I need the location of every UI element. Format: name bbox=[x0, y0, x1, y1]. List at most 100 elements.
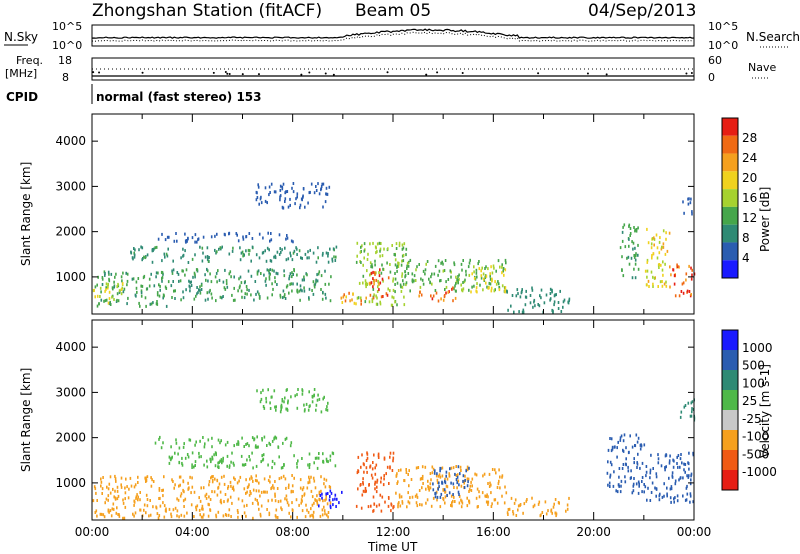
heatmap-cell bbox=[263, 477, 266, 481]
heatmap-cell bbox=[245, 235, 247, 239]
heatmap-cell bbox=[497, 482, 500, 486]
heatmap-cell bbox=[482, 474, 484, 478]
heatmap-cell bbox=[127, 296, 129, 300]
heatmap-cell bbox=[495, 282, 498, 286]
heatmap-cell bbox=[237, 239, 240, 243]
heatmap-cell bbox=[426, 260, 429, 263]
heatmap-cell bbox=[148, 277, 151, 281]
heatmap-cell bbox=[371, 467, 374, 471]
heatmap-cell bbox=[308, 480, 311, 484]
heatmap-cell bbox=[202, 515, 204, 519]
heatmap-cell bbox=[116, 497, 119, 501]
heatmap-cell bbox=[312, 292, 315, 296]
heatmap-cell bbox=[629, 227, 632, 230]
heatmap-cell bbox=[269, 239, 271, 243]
heatmap-cell bbox=[309, 190, 311, 194]
heatmap-cell bbox=[196, 292, 198, 296]
heatmap-cell bbox=[266, 268, 269, 272]
freq-dot bbox=[332, 73, 335, 76]
heatmap-cell bbox=[545, 512, 548, 516]
heatmap-cell bbox=[214, 275, 217, 279]
heatmap-cell bbox=[280, 250, 282, 254]
heatmap-cell bbox=[323, 482, 325, 486]
heatmap-cell bbox=[157, 237, 160, 241]
heatmap-cell bbox=[688, 467, 690, 471]
heatmap-cell bbox=[313, 479, 316, 483]
heatmap-cell bbox=[497, 259, 500, 263]
heatmap-cell bbox=[661, 284, 664, 288]
heatmap-cell bbox=[421, 278, 424, 282]
heatmap-cell bbox=[111, 295, 113, 299]
heatmap-cell bbox=[498, 288, 501, 292]
heatmap-cell bbox=[299, 206, 301, 210]
heatmap-cell bbox=[341, 490, 343, 494]
heatmap-cell bbox=[130, 250, 132, 254]
heatmap-cell bbox=[635, 254, 637, 258]
heatmap-cell bbox=[242, 254, 244, 258]
heatmap-cell bbox=[289, 203, 291, 207]
heatmap-cell bbox=[486, 493, 488, 497]
heatmap-cell bbox=[255, 253, 258, 257]
heatmap-cell bbox=[541, 511, 544, 514]
heatmap-cell bbox=[210, 280, 213, 284]
heatmap-cell bbox=[236, 233, 238, 237]
heatmap-cell bbox=[240, 289, 243, 293]
heatmap-cell bbox=[240, 454, 243, 458]
heatmap-cell bbox=[382, 267, 384, 271]
heatmap-cell bbox=[637, 226, 639, 230]
heatmap-cell bbox=[259, 494, 261, 498]
heatmap-cell bbox=[538, 304, 541, 308]
heatmap-cell bbox=[657, 457, 660, 461]
heatmap-cell bbox=[149, 499, 151, 502]
heatmap-cell bbox=[324, 282, 327, 286]
heatmap-cell bbox=[240, 251, 243, 255]
heatmap-cell bbox=[260, 391, 262, 395]
heatmap-cell bbox=[461, 499, 463, 503]
colorbar-tick: -500 bbox=[742, 447, 769, 461]
heatmap-cell bbox=[108, 290, 111, 294]
heatmap-cell bbox=[206, 459, 208, 463]
heatmap-cell bbox=[641, 490, 643, 494]
heatmap-cell bbox=[503, 501, 506, 505]
heatmap-cell bbox=[435, 291, 438, 295]
heatmap-cell bbox=[268, 277, 271, 281]
heatmap-cell bbox=[618, 467, 621, 470]
heatmap-cell bbox=[510, 496, 513, 500]
heatmap-cell bbox=[172, 480, 174, 483]
heatmap-cell bbox=[671, 475, 674, 479]
heatmap-cell bbox=[316, 494, 318, 498]
heatmap-cell bbox=[499, 265, 501, 269]
heatmap-cell bbox=[685, 498, 688, 502]
heatmap-cell bbox=[206, 269, 209, 273]
heatmap-cell bbox=[329, 458, 332, 462]
heatmap-cell bbox=[156, 512, 159, 516]
heatmap-cell bbox=[645, 470, 648, 474]
heatmap-cell bbox=[425, 501, 427, 505]
heatmap-cell bbox=[634, 262, 637, 266]
heatmap-cell bbox=[251, 436, 254, 440]
heatmap-cell bbox=[524, 303, 527, 307]
heatmap-cell bbox=[228, 252, 231, 256]
heatmap-cell bbox=[360, 465, 362, 469]
heatmap-cell bbox=[619, 436, 622, 440]
heatmap-cell bbox=[237, 511, 239, 515]
heatmap-cell bbox=[457, 278, 459, 282]
heatmap-cell bbox=[625, 457, 627, 461]
heatmap-cell bbox=[378, 241, 381, 245]
heatmap-cell bbox=[276, 283, 278, 286]
heatmap-cell bbox=[303, 493, 305, 497]
heatmap-cell bbox=[690, 197, 692, 201]
heatmap-cell bbox=[439, 467, 442, 471]
heatmap-cell bbox=[239, 284, 241, 288]
heatmap-cell bbox=[374, 466, 376, 470]
heatmap-cell bbox=[133, 255, 136, 259]
heatmap-cell bbox=[179, 475, 182, 479]
heatmap-cell bbox=[460, 262, 463, 266]
heatmap-cell bbox=[320, 410, 323, 414]
heatmap-cell bbox=[377, 279, 379, 283]
heatmap-cell bbox=[200, 515, 203, 519]
heatmap-cell bbox=[614, 445, 616, 449]
heatmap-cell bbox=[254, 478, 257, 482]
heatmap-cell bbox=[315, 408, 317, 412]
